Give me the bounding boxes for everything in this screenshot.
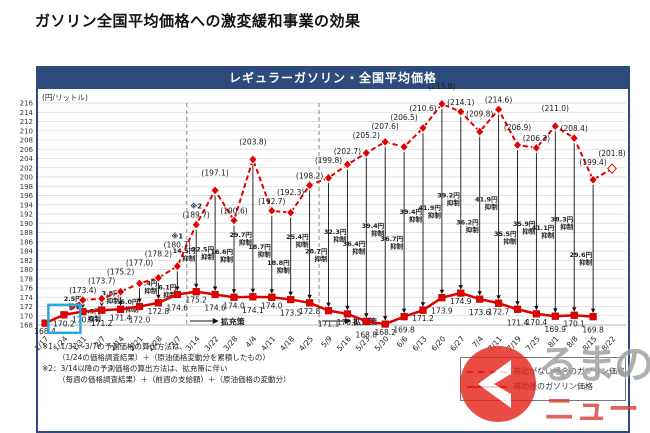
y-axis-tick: 186 bbox=[20, 238, 34, 246]
y-axis-tick: 176 bbox=[20, 285, 34, 293]
y-axis-tick: 208 bbox=[20, 137, 33, 145]
y-axis-tick: 184 bbox=[20, 248, 34, 256]
footnote-line: ※1：1/31～3/7の予測価格の算出方法は、 bbox=[42, 342, 187, 351]
footnote-line: （毎週の価格調査結果）＋（前週の支給額）＋（原油価格の変動分） bbox=[58, 374, 291, 384]
y-axis-tick: 196 bbox=[20, 192, 34, 200]
y-axis-tick: 192 bbox=[20, 211, 33, 219]
y-axis-tick: 174 bbox=[20, 294, 34, 302]
page-title: ガソリン全国平均価格への激変緩和事業の効果 bbox=[35, 12, 361, 30]
y-axis-tick: 190 bbox=[20, 220, 33, 228]
y-axis-tick: 168 bbox=[20, 322, 33, 330]
y-axis-tick: 200 bbox=[20, 174, 33, 182]
y-axis-tick: 188 bbox=[20, 229, 33, 237]
legend-label: 補助がない場合のガソリン価格 bbox=[513, 367, 625, 376]
footnotes: ※1：1/31～3/7の予測価格の算出方法は、 （1/24の価格調査結果）＋（原… bbox=[42, 342, 291, 386]
chart-title-bar: レギュラーガソリン・全国平均価格 bbox=[38, 68, 628, 89]
y-axis-tick: 216 bbox=[20, 100, 34, 108]
y-axis-tick: 198 bbox=[20, 183, 33, 191]
y-axis-tick: 202 bbox=[20, 164, 33, 172]
y-axis-tick: 210 bbox=[20, 127, 33, 135]
y-axis-tick: 180 bbox=[20, 266, 33, 274]
y-axis-tick: 194 bbox=[20, 201, 34, 209]
legend-item-subsidized: 補助後のガソリン価格 bbox=[467, 381, 619, 392]
y-axis-tick: 172 bbox=[20, 303, 33, 311]
y-axis-tick: 182 bbox=[20, 257, 33, 265]
y-axis-tick: 212 bbox=[20, 118, 33, 126]
legend-label: 補助後のガソリン価格 bbox=[513, 382, 593, 391]
footnote-line: （1/24の価格調査結果）＋（原油価格変動分を累積したもの） bbox=[58, 352, 270, 362]
legend-item-no-subsidy: 補助がない場合のガソリン価格 bbox=[467, 366, 625, 377]
y-axis-tick: 170 bbox=[20, 312, 33, 320]
footnote-line: ※2：3/14以降の予測価格の算出方法は、拡充策に伴い bbox=[42, 363, 228, 373]
dashed-line-sample bbox=[467, 370, 507, 373]
solid-line-sample bbox=[467, 385, 507, 388]
y-axis-tick: 178 bbox=[20, 275, 33, 283]
chart-legend: 補助がない場合のガソリン価格 補助後のガソリン価格 bbox=[460, 357, 626, 401]
y-axis-tick: 214 bbox=[20, 109, 34, 117]
y-axis-tick: 204 bbox=[20, 155, 34, 163]
y-axis-tick: 206 bbox=[20, 146, 34, 154]
